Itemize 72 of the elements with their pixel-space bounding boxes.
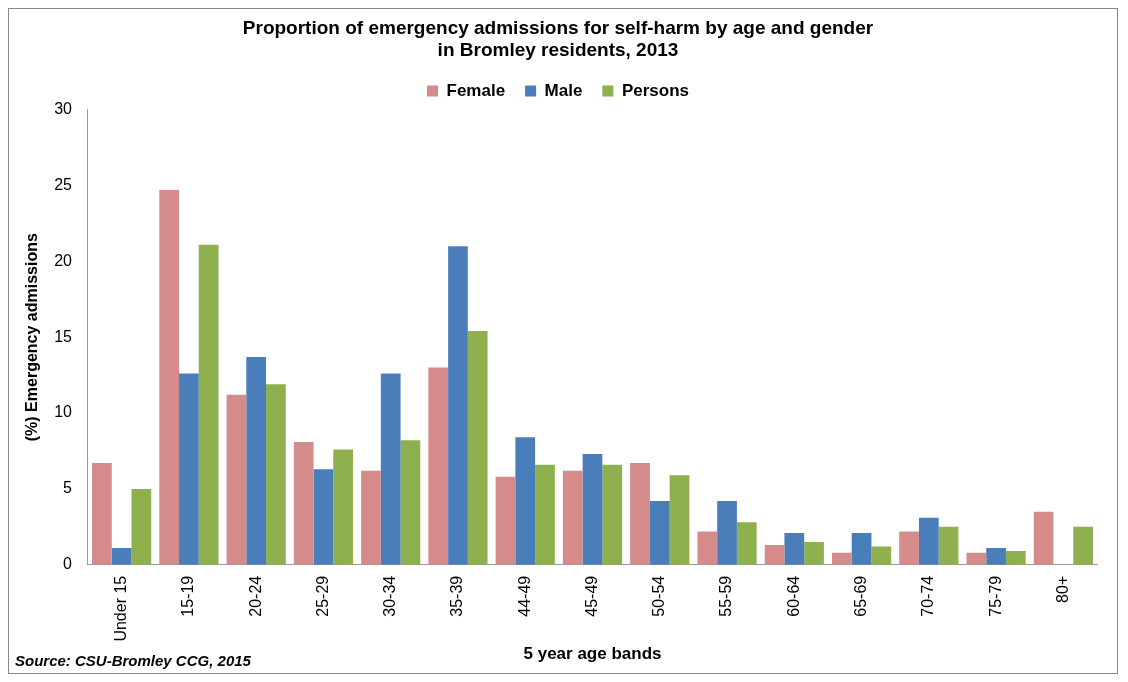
x-tick-label: 35-39 xyxy=(448,575,466,617)
x-tick-label: Under 15 xyxy=(112,575,130,642)
bar xyxy=(582,454,603,565)
chart-title: Proportion of emergency admissions for self-harm by age and gender in Bromley residents, 2013 xyxy=(242,16,874,61)
x-tick-label: 60-64 xyxy=(784,575,802,617)
bar xyxy=(562,470,583,565)
x-tick-label: 20-24 xyxy=(246,575,264,617)
y-tick-label: 30 xyxy=(54,100,73,118)
bar xyxy=(467,331,488,565)
x-tick-label: 15-19 xyxy=(179,575,197,617)
x-tick-label: 30-34 xyxy=(381,575,399,617)
bar xyxy=(226,394,247,565)
y-tick-label: 20 xyxy=(54,251,73,269)
bar xyxy=(111,548,132,565)
x-tick-label: 80+ xyxy=(1053,575,1071,603)
bar xyxy=(899,531,919,565)
y-axis-title: (%) Emergency admissions xyxy=(23,233,41,442)
y-tick-label: 15 xyxy=(54,327,73,345)
bar xyxy=(535,464,555,565)
bar xyxy=(784,532,805,565)
bar xyxy=(266,384,286,565)
bar xyxy=(804,542,824,565)
y-tick-label: 25 xyxy=(54,175,73,193)
legend-label: Male xyxy=(544,80,583,100)
bar xyxy=(851,532,872,565)
bar xyxy=(495,476,516,565)
bar xyxy=(361,470,381,565)
bar xyxy=(831,552,852,565)
bar xyxy=(1073,526,1093,565)
bar xyxy=(602,464,623,565)
bar xyxy=(649,501,670,565)
bar xyxy=(736,522,757,565)
bar xyxy=(697,531,718,565)
source-note: Source: CSU-Bromley CCG, 2015 xyxy=(15,651,252,669)
bar xyxy=(669,475,690,565)
x-tick-label: 75-79 xyxy=(986,575,1004,617)
bar xyxy=(764,545,785,565)
bar xyxy=(246,356,267,565)
bar xyxy=(313,469,334,565)
bar xyxy=(333,449,354,565)
bar xyxy=(92,463,112,565)
bar xyxy=(986,548,1006,565)
bar xyxy=(630,463,650,565)
bar xyxy=(448,246,468,565)
bar xyxy=(871,546,892,565)
bar xyxy=(428,367,449,565)
bar xyxy=(1033,511,1054,565)
bar xyxy=(179,373,199,565)
bar xyxy=(131,488,152,565)
bar xyxy=(515,437,536,565)
y-tick-label: 10 xyxy=(54,403,73,421)
y-tick-label: 5 xyxy=(63,479,73,497)
x-tick-label: 44-49 xyxy=(515,575,533,617)
bar xyxy=(717,501,737,565)
bar xyxy=(198,244,219,565)
bar xyxy=(400,440,421,565)
x-tick-label: 70-74 xyxy=(919,575,937,617)
x-tick-label: 45-49 xyxy=(582,575,600,617)
x-axis-title: 5 year age bands xyxy=(523,644,662,664)
bar xyxy=(918,517,939,565)
bar xyxy=(938,526,959,565)
legend-label: Female xyxy=(446,80,506,100)
x-tick-label: 55-59 xyxy=(717,575,735,617)
x-tick-label: 65-69 xyxy=(851,575,869,617)
bar xyxy=(1005,551,1026,565)
legend-label: Persons xyxy=(621,80,689,100)
x-tick-label: 50-54 xyxy=(650,575,668,617)
x-tick-label: 25-29 xyxy=(313,575,331,617)
bar xyxy=(159,190,180,565)
y-tick-label: 0 xyxy=(63,555,73,573)
bar xyxy=(380,373,401,565)
bar xyxy=(293,441,314,565)
